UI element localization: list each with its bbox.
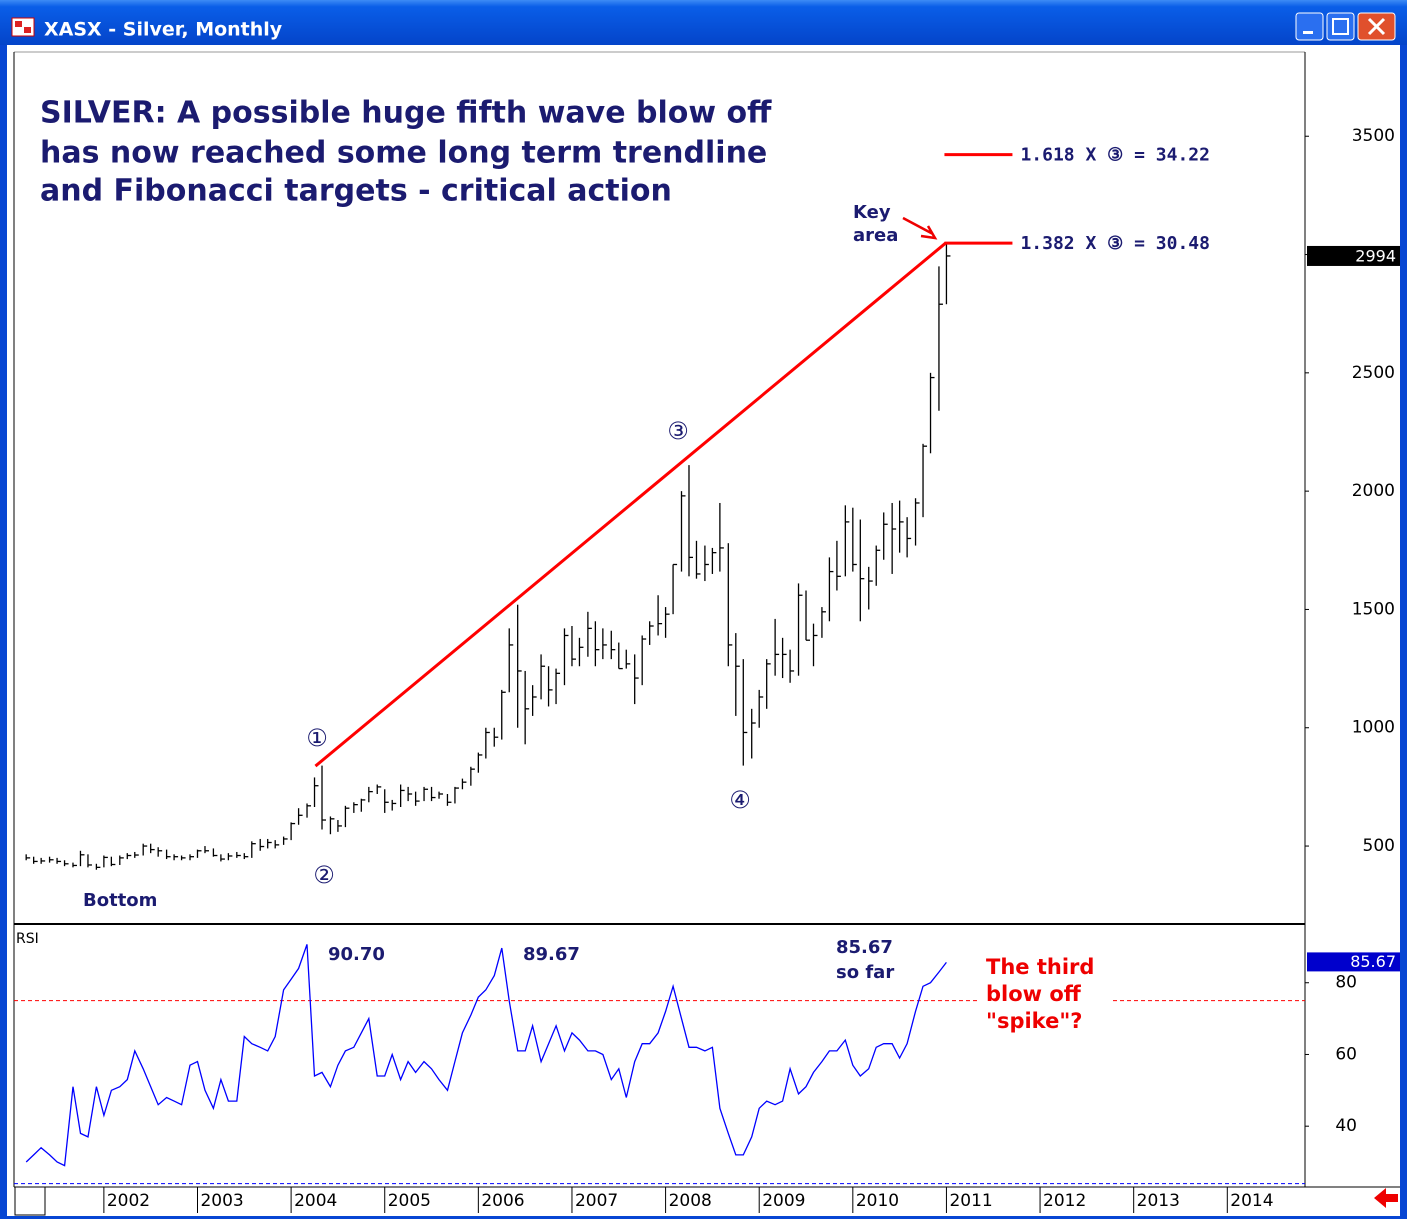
x-tick-label: 2008 — [669, 1191, 712, 1211]
x-tick-label: 2011 — [949, 1191, 992, 1211]
window-title: XASX - Silver, Monthly — [44, 19, 283, 41]
y-tick-label: 500 — [1363, 836, 1395, 856]
chart-title: and Fibonacci targets - critical action — [40, 174, 672, 209]
app-icon-part — [15, 21, 22, 27]
panel-label: RSI — [16, 931, 39, 947]
x-tick-label: 2004 — [294, 1191, 337, 1211]
annotation: so far — [836, 962, 894, 983]
annotation: 85.67 — [836, 937, 893, 958]
last-price-box — [1307, 245, 1400, 266]
x-tick-label: 2007 — [575, 1191, 618, 1211]
chart-title: has now reached some long term trendline — [40, 136, 767, 171]
x-tick-label: 2013 — [1137, 1191, 1180, 1211]
annotation: 90.70 — [328, 944, 385, 965]
annotation: Key — [853, 202, 891, 223]
x-tick-label: 2005 — [388, 1191, 431, 1211]
label-background — [978, 952, 1110, 1036]
x-tick-label: 2014 — [1230, 1191, 1273, 1211]
fib-label: 1.618 X ③ = 34.22 — [1020, 145, 1210, 166]
y-tick-label: 2500 — [1352, 363, 1395, 383]
wave-label: ① — [306, 724, 328, 752]
y-tick-label: 3500 — [1352, 126, 1395, 146]
trendline — [314, 242, 947, 768]
x-tick-label: 2010 — [856, 1191, 899, 1211]
y-tick-label: 1000 — [1352, 718, 1395, 738]
x-tick-label: 2002 — [107, 1191, 150, 1211]
x-tick-label: 2009 — [762, 1191, 805, 1211]
x-tick-label: 2012 — [1043, 1191, 1086, 1211]
wave-label: ② — [313, 861, 335, 889]
close-icon — [1367, 17, 1386, 36]
last-rsi-box — [1307, 952, 1400, 972]
client-area — [7, 45, 1400, 1216]
fib-label: 1.382 X ③ = 30.48 — [1020, 233, 1210, 254]
y-tick-label: 1500 — [1352, 599, 1395, 619]
minimize-icon — [1303, 31, 1313, 34]
last-price-label: 2994 — [1355, 246, 1396, 265]
scroll-arrow[interactable] — [1374, 1188, 1398, 1208]
rsi-line — [25, 944, 947, 1167]
y-tick-label: 80 — [1335, 973, 1357, 993]
maximize-button[interactable] — [1326, 12, 1355, 41]
chart-title: SILVER: A possible huge fifth wave blow … — [40, 96, 772, 131]
annotation: "spike"? — [986, 1009, 1082, 1033]
wave-label: ③ — [667, 417, 689, 445]
wave-label: ④ — [729, 786, 751, 814]
x-tick-label: 2003 — [200, 1191, 243, 1211]
arrow — [902, 216, 938, 240]
annotation: area — [853, 225, 898, 246]
y-tick-label: 2000 — [1352, 481, 1395, 501]
title-bar — [0, 0, 1407, 45]
last-rsi-label: 85.67 — [1350, 952, 1396, 971]
annotation: 89.67 — [523, 944, 580, 965]
annotation: blow off — [986, 982, 1082, 1006]
annotation: The third — [986, 955, 1094, 979]
y-tick-label: 40 — [1335, 1116, 1357, 1136]
y-tick-label: 60 — [1335, 1044, 1357, 1064]
annotation: Bottom — [83, 890, 157, 911]
x-tick-label: 2006 — [481, 1191, 524, 1211]
minimize-button[interactable] — [1295, 12, 1324, 41]
plot-area — [14, 153, 1305, 1185]
app-icon-part — [24, 27, 31, 33]
maximize-icon — [1332, 18, 1349, 35]
corner-box — [14, 1186, 46, 1216]
